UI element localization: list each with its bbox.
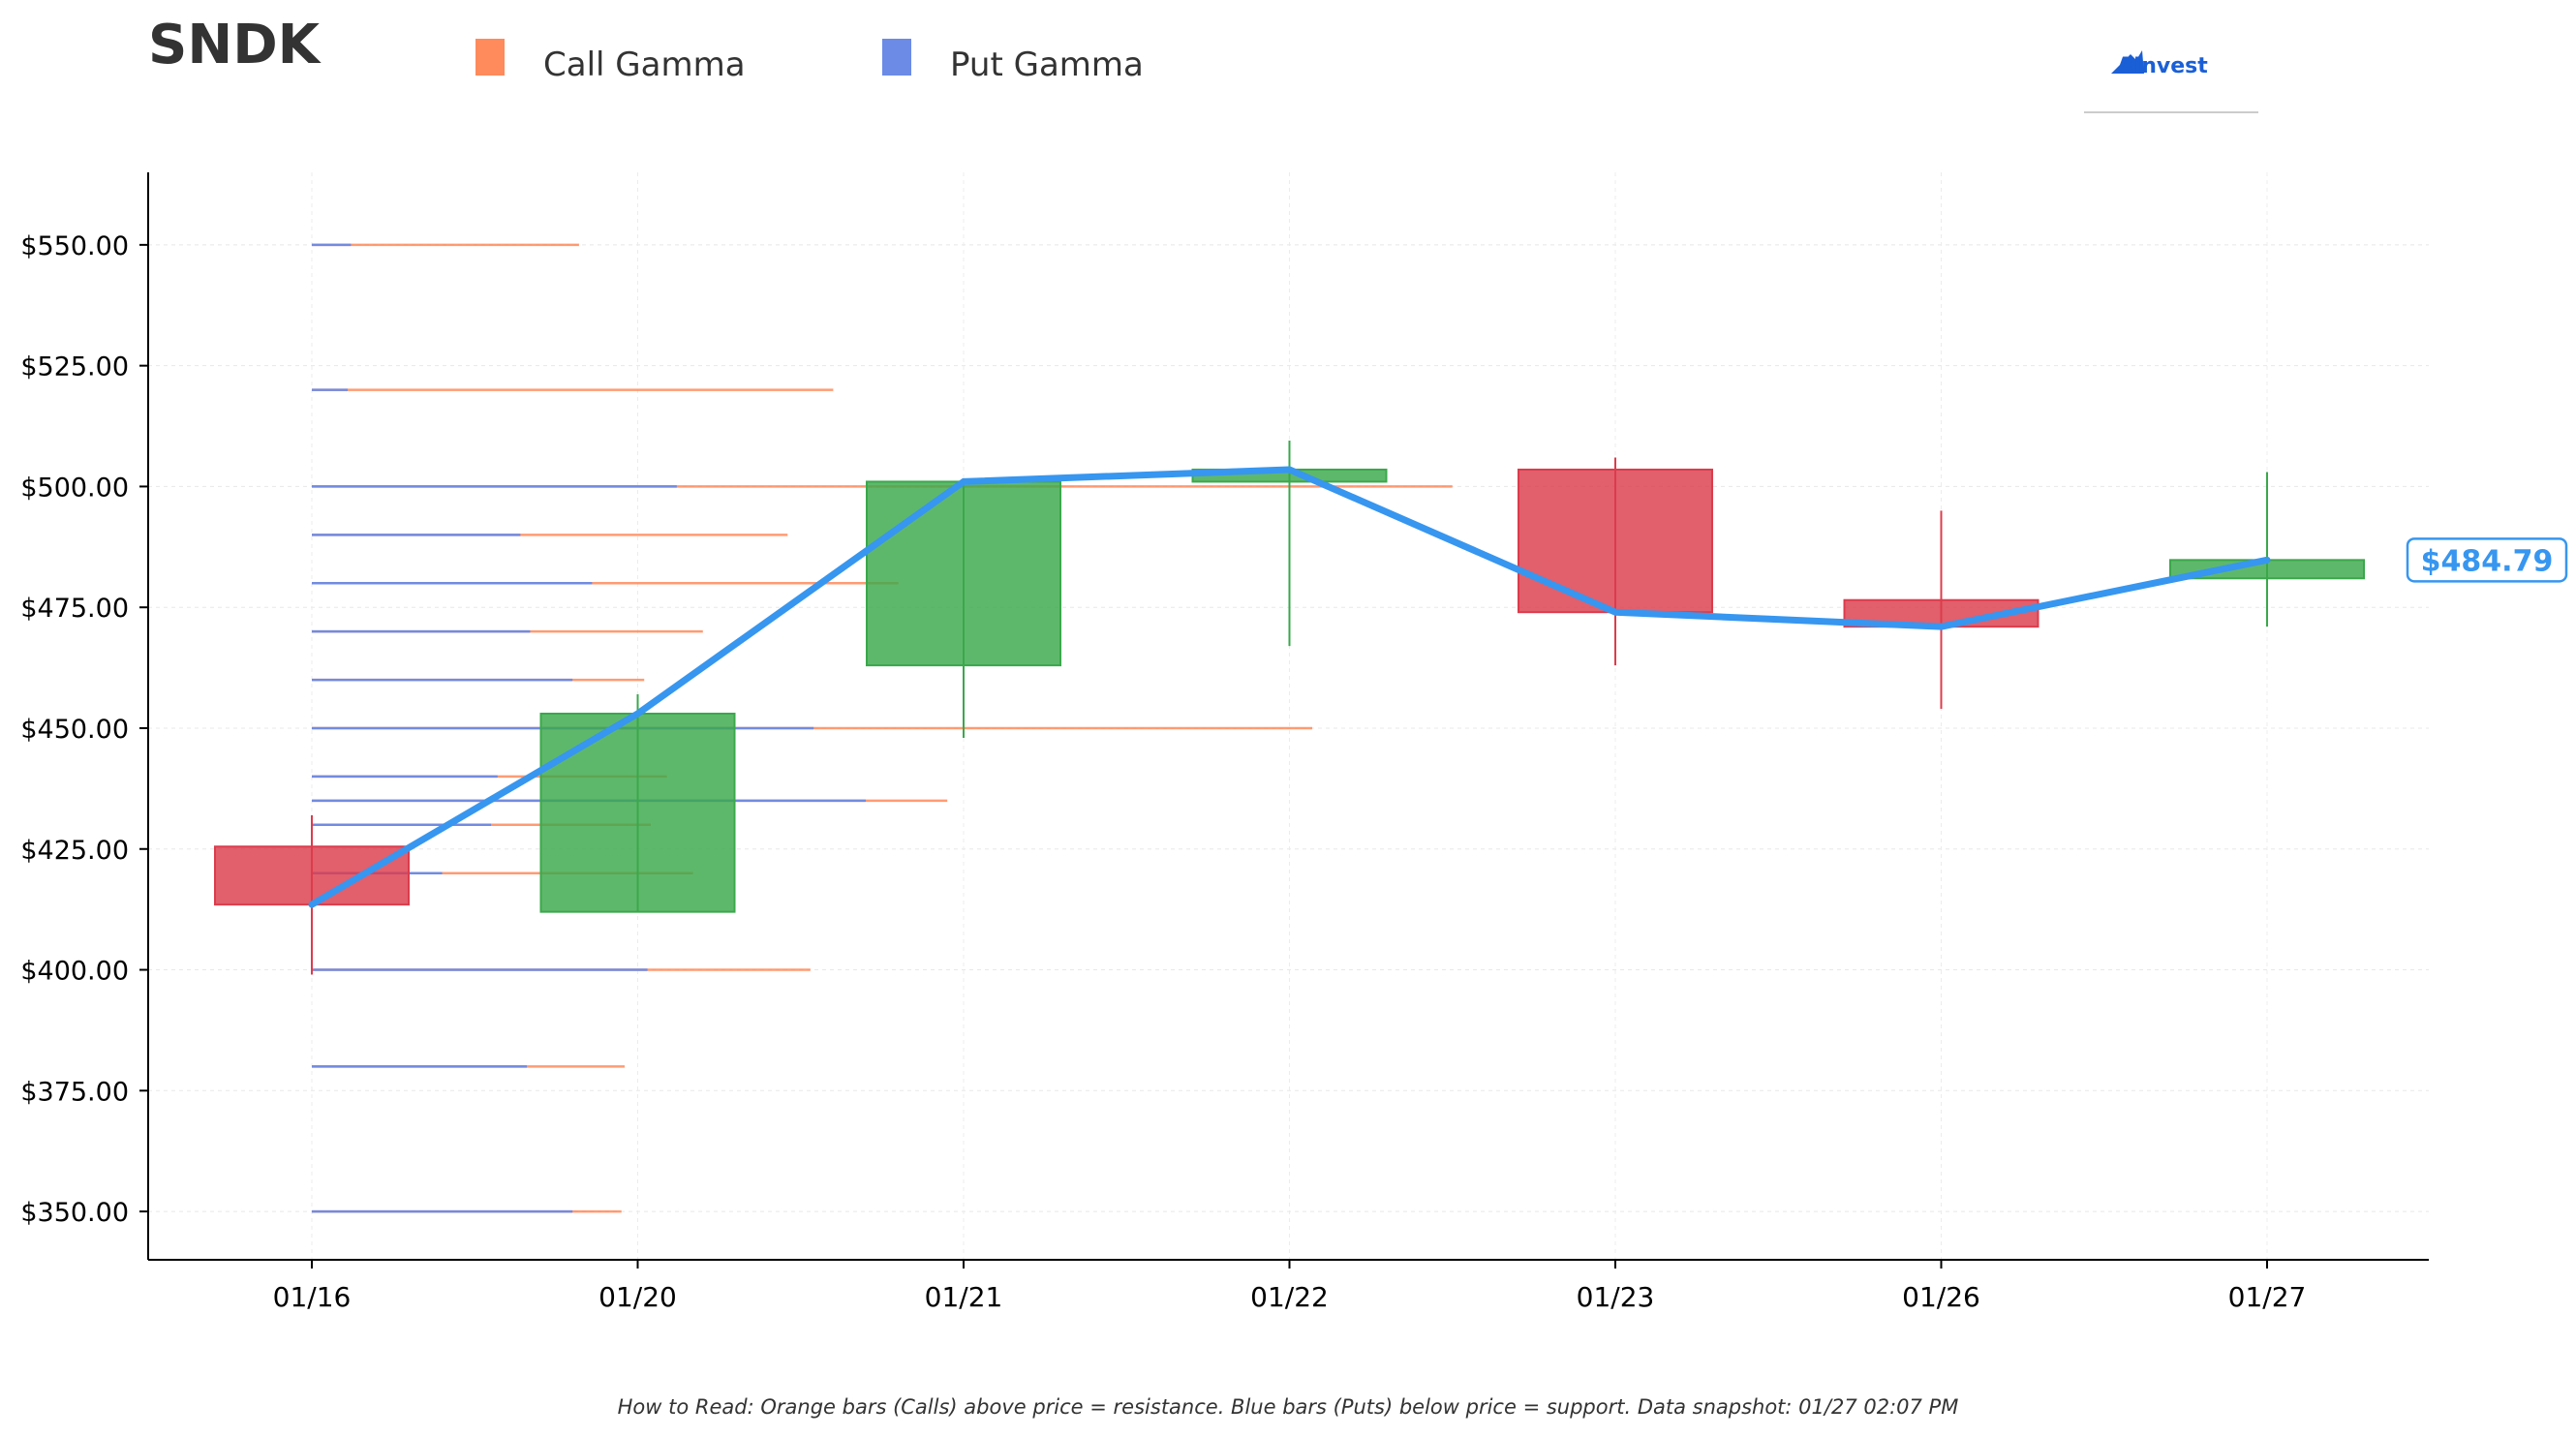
chart-title: SNDK xyxy=(148,14,322,76)
y-tick-label: $450.00 xyxy=(20,715,129,745)
y-tick-label: $500.00 xyxy=(20,473,129,503)
x-tick-label: 01/16 xyxy=(273,1281,352,1313)
axes: $350.00 $375.00 $400.00 $425.00 $450.00 $475.… xyxy=(20,172,2429,1313)
price-line xyxy=(308,466,2271,908)
candle-body xyxy=(539,713,736,913)
y-tick-label: $550.00 xyxy=(20,231,129,261)
y-tick-label: $425.00 xyxy=(20,836,129,866)
legend-swatch-put xyxy=(882,39,911,76)
grid xyxy=(148,172,2429,1260)
x-tick-label: 01/21 xyxy=(925,1281,1003,1313)
legend-swatch-call xyxy=(475,39,505,76)
legend-label-call: Call Gamma xyxy=(543,46,746,84)
price-line-layer xyxy=(308,466,2271,908)
legend-label-put: Put Gamma xyxy=(950,46,1144,84)
brand-logo: AInvest xyxy=(2084,50,2258,113)
x-tick-label: 01/23 xyxy=(1577,1281,1655,1313)
logo-text: AInvest xyxy=(2117,54,2208,78)
gamma-bars xyxy=(312,243,1453,1213)
current-price-label: $484.79 xyxy=(2421,544,2554,578)
y-tick-label: $375.00 xyxy=(20,1077,129,1107)
x-tick-label: 01/27 xyxy=(2228,1281,2307,1313)
y-tick-label: $475.00 xyxy=(20,594,129,624)
y-tick-label: $350.00 xyxy=(20,1198,129,1228)
current-price-callout: $484.79 xyxy=(2406,537,2568,583)
x-tick-label: 01/22 xyxy=(1250,1281,1329,1313)
candle-body xyxy=(866,480,1061,667)
legend: Call Gamma Put Gamma xyxy=(475,39,1144,84)
logo-mark-icon xyxy=(2111,50,2144,74)
candle-body xyxy=(1518,468,1713,614)
y-tick-label: $400.00 xyxy=(20,957,129,987)
footnote: How to Read: Orange bars (Calls) above p… xyxy=(618,1395,1959,1419)
x-tick-label: 01/20 xyxy=(598,1281,677,1313)
current-price-box xyxy=(2406,537,2568,583)
y-tick-label: $525.00 xyxy=(20,352,129,382)
candle-body xyxy=(214,845,410,906)
x-tick-label: 01/26 xyxy=(1902,1281,1980,1313)
